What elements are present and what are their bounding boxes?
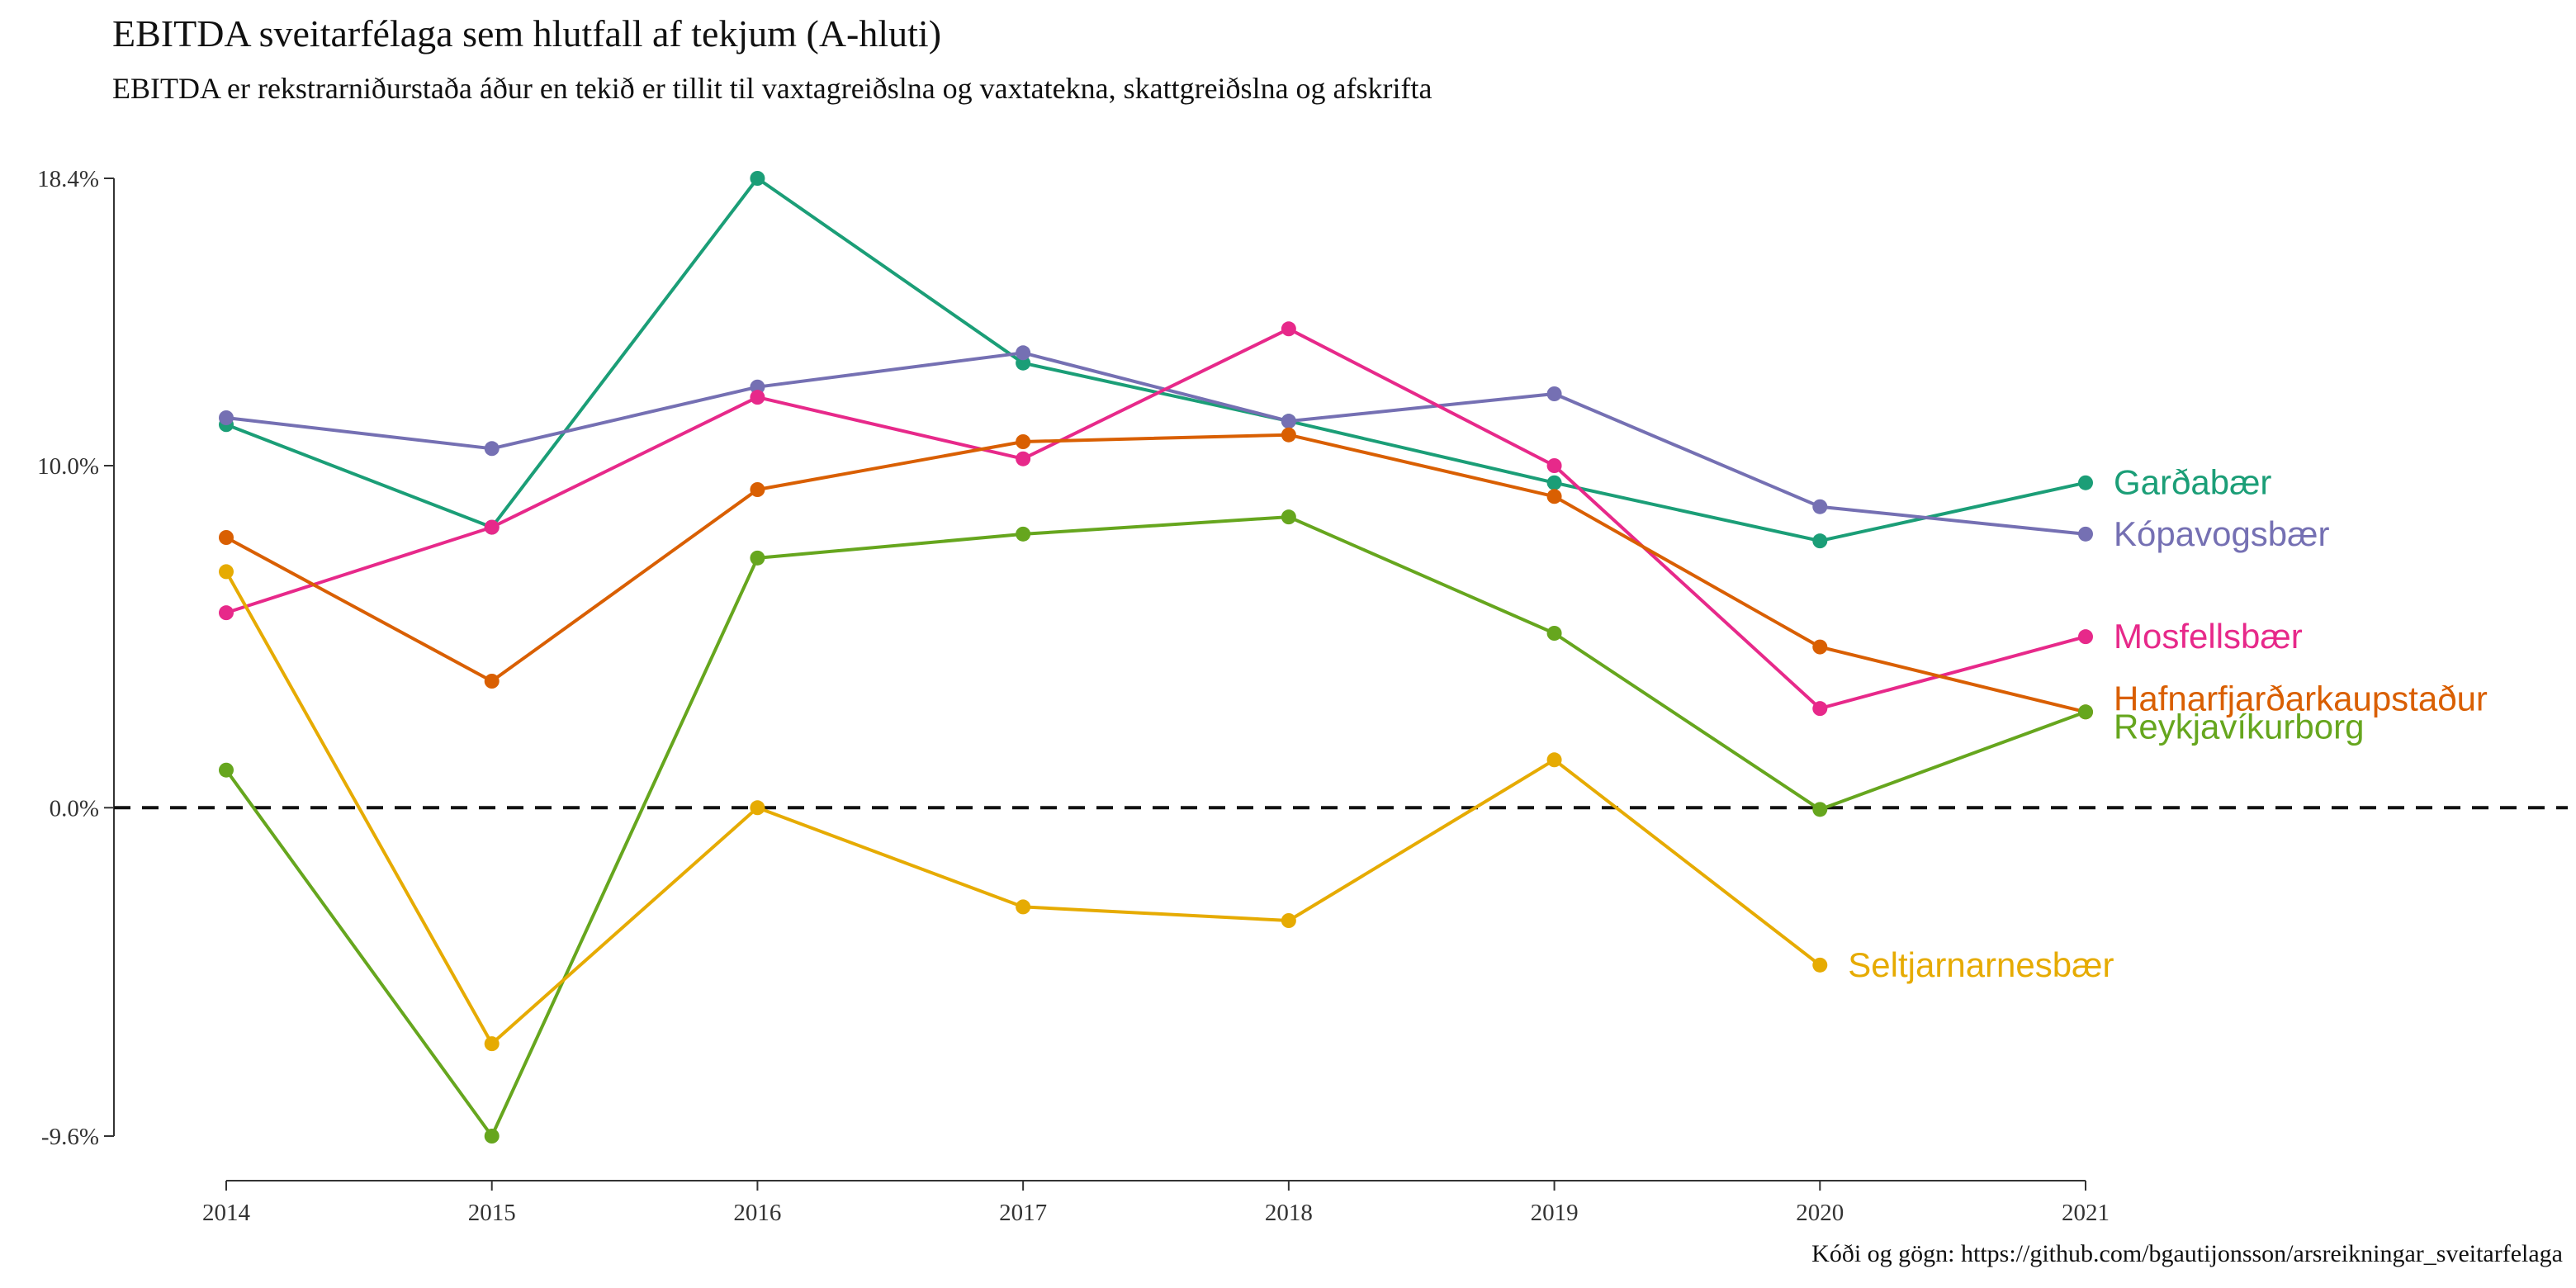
data-point	[484, 674, 500, 689]
y-tick-label: 0.0%	[50, 795, 99, 822]
data-point	[219, 605, 234, 621]
data-point	[219, 762, 234, 778]
series-line	[225, 177, 2086, 543]
x-tick-label: 2015	[468, 1200, 516, 1226]
data-point	[2078, 629, 2093, 645]
data-point	[750, 379, 765, 395]
data-point	[1281, 913, 1296, 928]
series-end-label: Mosfellsbær	[2114, 617, 2303, 656]
x-tick-label: 2021	[2062, 1200, 2110, 1226]
data-point	[750, 171, 765, 186]
data-point	[750, 550, 765, 566]
data-point	[1812, 957, 1828, 973]
y-tick-label: 10.0%	[37, 453, 99, 480]
x-tick-label: 2018	[1265, 1200, 1313, 1226]
y-tick-label: -9.6%	[41, 1124, 99, 1150]
series-end-label: Hafnarfjarðarkaupstaður	[2114, 679, 2488, 717]
chart-subtitle: EBITDA er rekstrarniðurstaða áður en tek…	[112, 72, 1432, 105]
series-end-label: Reykjavíkurborg	[2114, 707, 2364, 746]
data-point	[1812, 639, 1828, 655]
series-lines	[225, 177, 2086, 1138]
x-tick-label: 2020	[1796, 1200, 1844, 1226]
data-point	[1812, 701, 1828, 717]
data-point	[1812, 499, 1828, 514]
chart-title: EBITDA sveitarfélaga sem hlutfall af tek…	[112, 12, 942, 54]
y-tick-label: 18.4%	[37, 166, 99, 192]
data-point	[1016, 434, 1031, 449]
data-point	[1546, 752, 1562, 768]
data-point	[1546, 626, 1562, 641]
data-point	[1281, 414, 1296, 429]
x-tick-label: 2019	[1531, 1200, 1579, 1226]
series-points	[219, 171, 2093, 1144]
x-tick-label: 2016	[733, 1200, 781, 1226]
data-point	[1016, 451, 1031, 466]
series-line	[225, 515, 2086, 1138]
data-point	[1546, 386, 1562, 401]
data-point	[1546, 458, 1562, 473]
data-point	[1016, 355, 1031, 371]
series-end-label: Seltjarnarnesbær	[1848, 945, 2114, 984]
data-point	[219, 410, 234, 425]
data-point	[1812, 533, 1828, 549]
data-point	[750, 482, 765, 497]
series-line	[225, 327, 2086, 711]
data-point	[750, 800, 765, 816]
data-point	[1546, 489, 1562, 504]
series-line	[225, 351, 2086, 536]
data-point	[1016, 526, 1031, 542]
series-labels: Garðabær Kópavogsbær Mosfellsbær Hafnarfjar…	[1848, 463, 2488, 984]
data-point	[219, 530, 234, 545]
source-caption: Kóði og gögn: https://github.com/bgautij…	[1811, 1240, 2563, 1267]
series-end-label: Kópavogsbær	[2114, 514, 2330, 553]
data-point	[1812, 802, 1828, 817]
data-point	[484, 1129, 500, 1144]
x-tick-label: 2014	[202, 1200, 251, 1226]
series-end-label: Garðabær	[2114, 463, 2271, 502]
axes: -9.6% 0.0% 10.0% 18.4% 2014 2015 2016 2017 2018 2…	[37, 166, 2568, 1226]
data-point	[2078, 526, 2093, 542]
x-tick-label: 2017	[999, 1200, 1047, 1226]
data-point	[484, 441, 500, 457]
data-point	[1281, 321, 1296, 337]
series-line	[225, 433, 2086, 714]
data-point	[750, 390, 765, 405]
data-point	[219, 564, 234, 580]
data-point	[1016, 345, 1031, 361]
data-point	[2078, 475, 2093, 490]
data-point	[1016, 899, 1031, 915]
data-point	[484, 519, 500, 535]
data-point	[1546, 475, 1562, 490]
data-point	[2078, 704, 2093, 720]
data-point	[1281, 427, 1296, 443]
data-point	[484, 1036, 500, 1052]
data-point	[1281, 509, 1296, 525]
